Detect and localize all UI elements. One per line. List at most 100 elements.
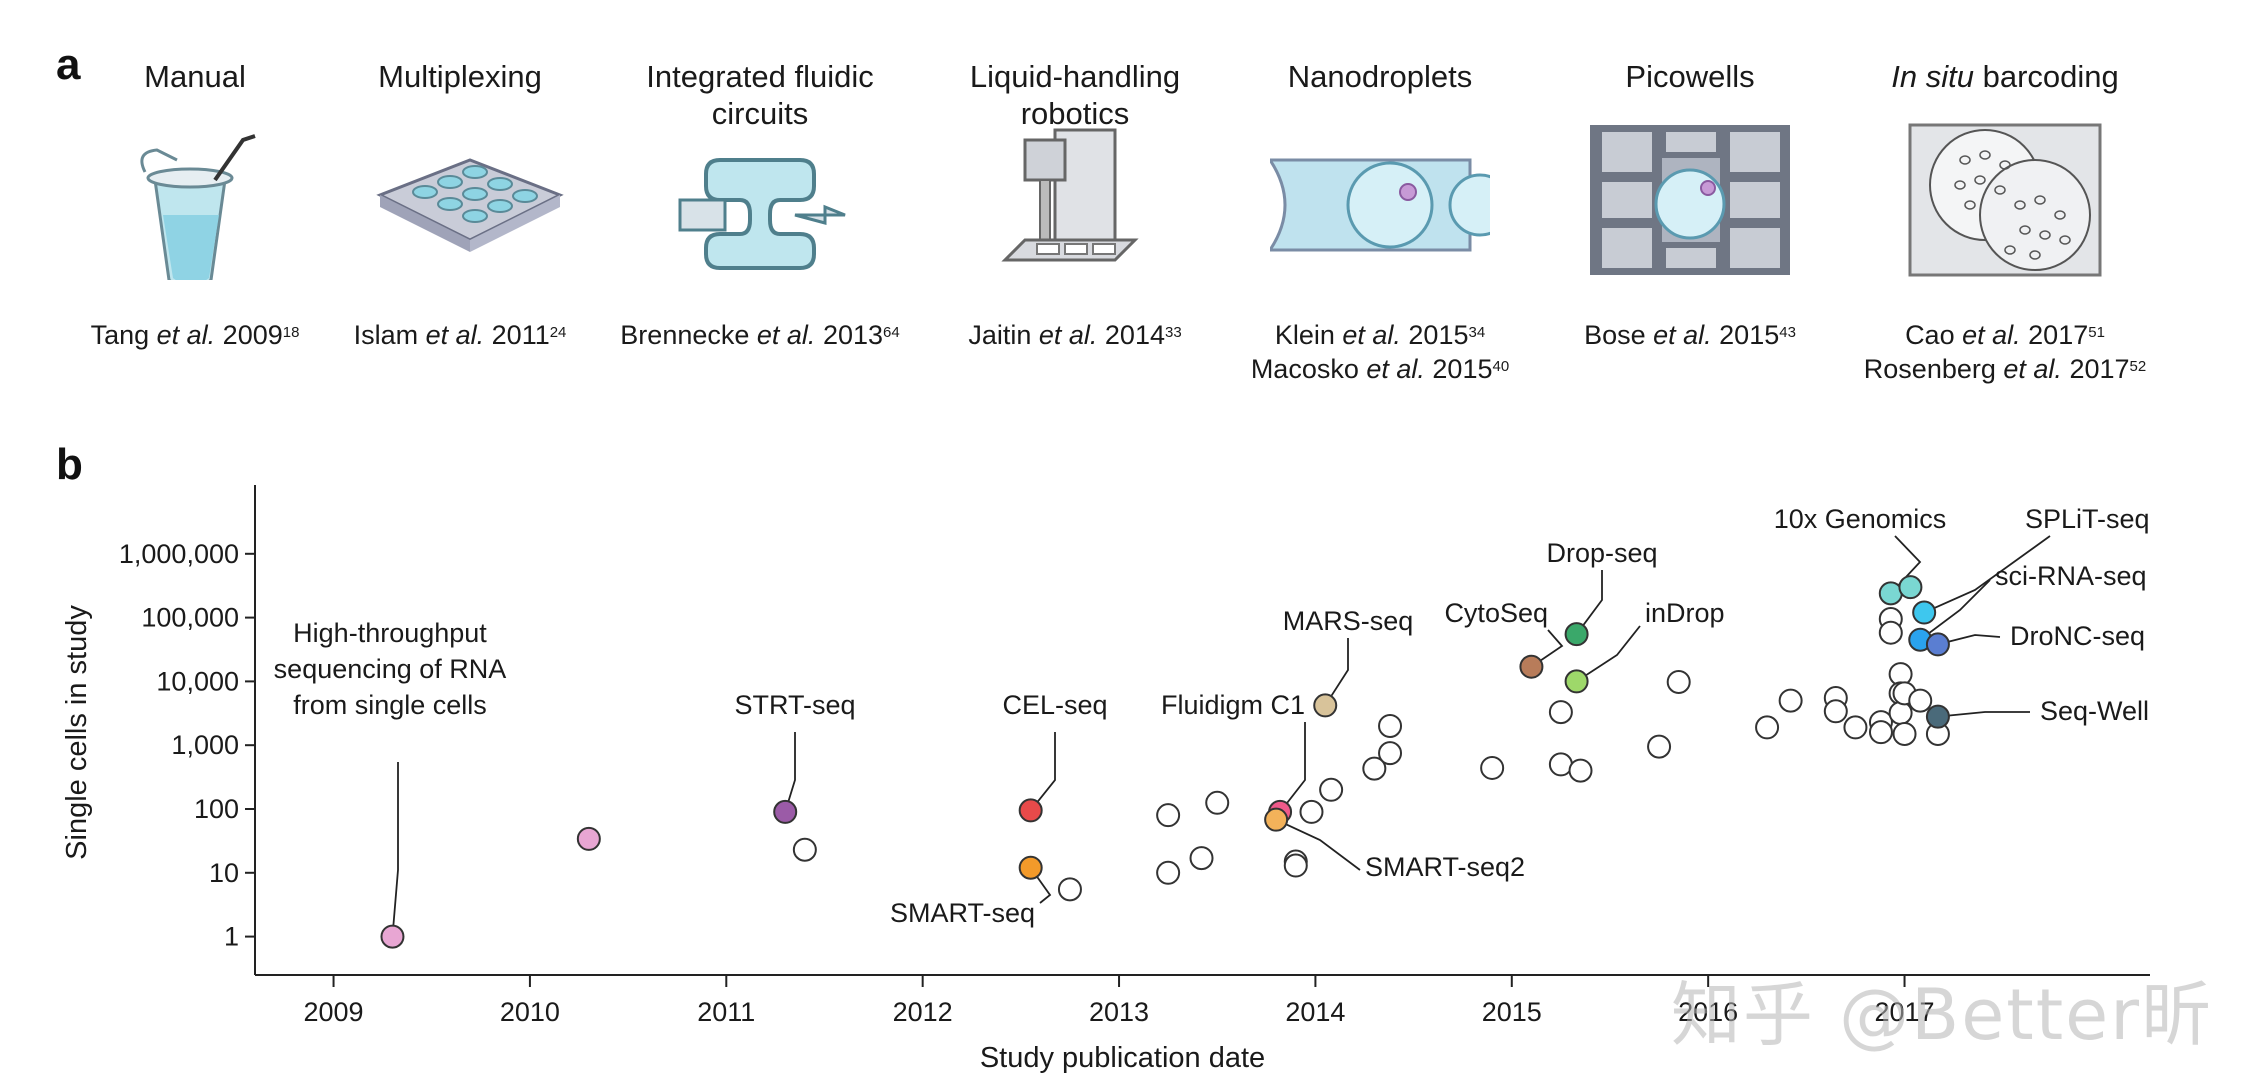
- y-tick-label: 100: [194, 794, 239, 824]
- data-point: [1378, 741, 1403, 766]
- highlighted-point: [1564, 669, 1589, 694]
- method-title: Manual: [144, 59, 246, 94]
- data-point: [1156, 803, 1181, 828]
- highlighted-point: [1564, 622, 1589, 647]
- leader-line: [1275, 818, 1361, 871]
- highlighted-point: [1264, 807, 1289, 832]
- data-point: [1299, 799, 1324, 824]
- robot-icon: [965, 120, 1185, 280]
- leader-line: [1919, 579, 1991, 641]
- y-tick-label: 10: [209, 858, 239, 888]
- point-label: STRT-seq: [734, 690, 855, 720]
- data-point: [1057, 877, 1082, 902]
- method-title: Nanodroplets: [1287, 59, 1473, 94]
- data-point: [1378, 713, 1403, 738]
- y-tick-label: 10,000: [156, 666, 239, 696]
- data-point: [1283, 853, 1308, 878]
- x-tick-label: 2011: [697, 997, 755, 1027]
- data-point: [1205, 790, 1230, 815]
- data-point: [792, 837, 817, 862]
- y-tick-label: 1: [224, 922, 239, 952]
- method-title: Picowells: [1625, 59, 1755, 94]
- point-label: 10x Genomics: [1774, 504, 1947, 534]
- x-tick-label: 2016: [1678, 997, 1738, 1027]
- data-point: [1568, 758, 1593, 783]
- highlighted-point: [576, 826, 601, 851]
- highlighted-point: [1018, 798, 1043, 823]
- y-tick-label: 1,000,000: [119, 539, 239, 569]
- method-title: Multiplexing: [378, 59, 542, 94]
- highlighted-point: [1925, 704, 1950, 729]
- highlighted-point: [1018, 855, 1043, 880]
- highlighted-point: [1519, 654, 1544, 679]
- leader-line: [1576, 625, 1641, 683]
- method-references: Tang et al. 200918: [90, 320, 300, 350]
- point-label: DroNC-seq: [2010, 621, 2145, 651]
- watermark: 知乎 @Better昕: [1670, 974, 2213, 1056]
- x-tick-label: 2010: [500, 997, 560, 1027]
- highlighted-point: [380, 924, 405, 949]
- method-references: Bose et al. 201543: [1584, 320, 1796, 350]
- data-point: [1548, 700, 1573, 725]
- leader-line: [1923, 535, 2051, 614]
- leader-line: [1279, 722, 1306, 813]
- data-point: [1843, 715, 1868, 740]
- data-point: [1189, 846, 1214, 871]
- method-references: Brennecke et al. 201364: [620, 320, 900, 350]
- data-point: [1878, 620, 1903, 645]
- x-tick-label: 2013: [1089, 997, 1149, 1027]
- method-references: Jaitin et al. 201433: [968, 320, 1182, 350]
- picowell-icon: [1580, 120, 1800, 280]
- data-point: [1548, 752, 1573, 777]
- point-label: CytoSeq: [1444, 598, 1548, 628]
- panel-b-letter: b: [56, 440, 83, 489]
- leader-line: [1029, 732, 1056, 811]
- x-axis-label: Study publication date: [980, 1042, 1265, 1074]
- highlighted-point: [1313, 693, 1338, 718]
- data-point: [1778, 688, 1803, 713]
- data-point: [1868, 720, 1893, 745]
- method-references: Cao et al. 201751 Rosenberg et al. 201752: [1863, 320, 2147, 384]
- data-point: [1362, 756, 1387, 781]
- leader-line: [1575, 570, 1603, 635]
- x-tick-label: 2009: [304, 997, 364, 1027]
- x-tick-label: 2012: [893, 997, 953, 1027]
- leader-line: [1937, 711, 2030, 718]
- data-point: [1480, 755, 1505, 780]
- data-point: [1908, 688, 1933, 713]
- point-label: sci-RNA-seq: [1995, 561, 2147, 591]
- barcoding-icon: [1895, 120, 2115, 280]
- method-title: Liquid-handling robotics: [969, 59, 1181, 131]
- highlighted-point: [1912, 600, 1937, 625]
- point-label: Drop-seq: [1546, 538, 1657, 568]
- point-label: from single cells: [293, 690, 487, 720]
- point-label: SMART-seq2: [1365, 852, 1525, 882]
- data-point: [1892, 721, 1917, 746]
- x-tick-label: 2014: [1285, 997, 1345, 1027]
- highlighted-point: [773, 799, 798, 824]
- leader-line: [1324, 638, 1349, 706]
- point-label: SPLiT-seq: [2025, 504, 2150, 534]
- x-tick-label: 2015: [1482, 997, 1542, 1027]
- panel-a-letter: a: [56, 40, 81, 89]
- leader-line: [784, 732, 796, 813]
- highlighted-point: [1925, 632, 1950, 657]
- highlighted-point: [1878, 581, 1903, 606]
- point-label: Fluidigm C1: [1161, 690, 1305, 720]
- point-label: CEL-seq: [1002, 690, 1107, 720]
- data-point: [1319, 777, 1344, 802]
- data-point: [1666, 669, 1691, 694]
- multiwell-plate-icon: [350, 120, 570, 280]
- method-title: In situ barcoding: [1891, 59, 2119, 94]
- y-tick-label: 1,000: [171, 730, 239, 760]
- point-label: inDrop: [1645, 598, 1725, 628]
- y-axis-label: Single cells in study: [61, 605, 93, 860]
- data-point: [1823, 699, 1848, 724]
- single-cell-scaling-chart: 1 10 100 1,000 10,000 100,000 1,000,000 2009 201…: [61, 485, 2150, 1074]
- point-label: High-throughput: [293, 618, 487, 648]
- highlighted-point: [1898, 575, 1923, 600]
- data-point: [1647, 734, 1672, 759]
- fluidic-circuit-icon: [650, 120, 870, 280]
- point-label: Seq-Well: [2040, 696, 2149, 726]
- nanodroplet-icon: [1267, 120, 1512, 280]
